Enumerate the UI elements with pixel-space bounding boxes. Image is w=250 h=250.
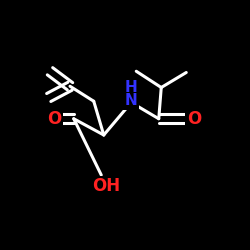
Text: N: N (125, 93, 138, 108)
Text: OH: OH (92, 177, 120, 195)
Text: H: H (125, 80, 138, 95)
Text: O: O (186, 110, 201, 128)
Text: O: O (46, 110, 61, 128)
